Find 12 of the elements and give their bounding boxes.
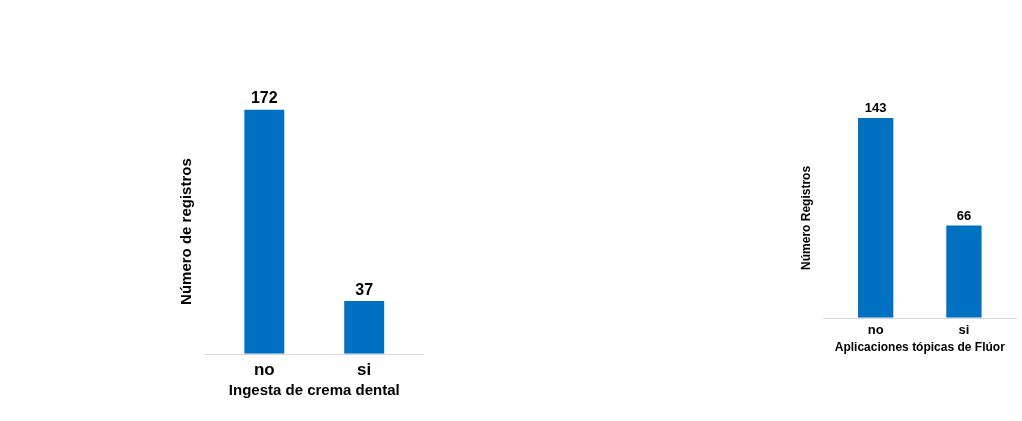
y-axis-title: Número Registros: [799, 165, 814, 270]
data-label: 37: [355, 281, 374, 299]
x-axis-title: Ingesta de crema dental: [228, 381, 400, 399]
x-tick-label: si: [357, 360, 372, 380]
y-axis-title: Número de registros: [176, 158, 194, 305]
data-label: 172: [250, 89, 278, 107]
data-label: 143: [864, 99, 887, 115]
data-label: 66: [956, 207, 972, 223]
x-axis-title: Aplicaciones tópicas de Flúor: [834, 340, 1006, 355]
x-tick-label: no: [253, 360, 275, 380]
x-tick-label: si: [958, 322, 970, 338]
x-tick-label: no: [867, 322, 884, 338]
